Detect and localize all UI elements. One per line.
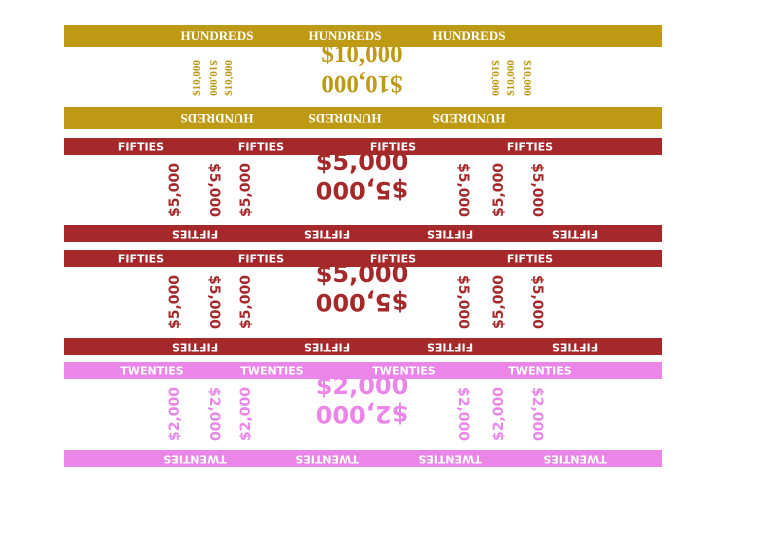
bottom-band: FIFTIES FIFTIES FIFTIES FIFTIES (64, 225, 662, 242)
amount-large: $2,000 (315, 372, 409, 400)
denomination-label-inverted: FIFTIES (171, 340, 219, 353)
denomination-label-inverted: TWENTIES (163, 452, 227, 465)
denomination-label-inverted: FIFTIES (426, 227, 474, 240)
amount-vertical: $5,000 (206, 274, 222, 330)
bottom-band: TWENTIES TWENTIES TWENTIES TWENTIES (64, 450, 662, 467)
top-band: FIFTIES FIFTIES FIFTIES FIFTIES (64, 250, 662, 267)
denomination-label: FIFTIES (117, 252, 165, 265)
denomination-label: FIFTIES (237, 140, 285, 153)
money-band-fifties: FIFTIES FIFTIES FIFTIES FIFTIES FIFTIES FIFTI… (64, 250, 662, 355)
amount-large: $10,000 (321, 70, 403, 97)
amount-vertical: $2,000 (529, 386, 545, 442)
amount-vertical: $5,000 (206, 162, 222, 218)
denomination-label-inverted: HUNDREDS (308, 111, 382, 126)
denomination-label-inverted: FIFTIES (303, 340, 351, 353)
top-band: HUNDREDS HUNDREDS HUNDREDS (64, 25, 662, 47)
denomination-label-inverted: TWENTIES (418, 452, 482, 465)
denomination-label: HUNDREDS (432, 28, 506, 43)
amount-vertical: $5,000 (491, 274, 507, 330)
amount-large: $5,000 (315, 260, 409, 288)
denomination-label-inverted: TWENTIES (295, 452, 359, 465)
amount-vertical: $5,000 (455, 162, 471, 218)
top-band: FIFTIES FIFTIES FIFTIES FIFTIES (64, 138, 662, 155)
money-band-fifties: FIFTIES FIFTIES FIFTIES FIFTIES FIFTIES FIFTI… (64, 138, 662, 242)
denomination-label: HUNDREDS (180, 28, 254, 43)
denomination-label: TWENTIES (372, 364, 436, 377)
denomination-label: FIFTIES (237, 252, 285, 265)
bottom-band: HUNDREDS HUNDREDS HUNDREDS (64, 107, 662, 129)
denomination-label-inverted: HUNDREDS (180, 111, 254, 126)
denomination-label: HUNDREDS (308, 28, 382, 43)
amount-vertical: $5,000 (238, 274, 254, 330)
denomination-label-inverted: FIFTIES (426, 340, 474, 353)
amount-large: $5,000 (315, 148, 409, 176)
denomination-label: FIFTIES (117, 140, 165, 153)
amount-vertical: $2,000 (167, 386, 183, 442)
denomination-label-inverted: HUNDREDS (432, 111, 506, 126)
amount-vertical: $2,000 (206, 386, 222, 442)
amount-large: $5,000 (315, 288, 409, 316)
bottom-band: FIFTIES FIFTIES FIFTIES FIFTIES (64, 338, 662, 355)
amount-large: $2,000 (315, 400, 409, 428)
amount-large: $10,000 (321, 41, 403, 68)
money-band-twenties: TWENTIES TWENTIES TWENTIES TWENTIES TWENTIES… (64, 362, 662, 467)
denomination-label-inverted: FIFTIES (303, 227, 351, 240)
denomination-label-inverted: TWENTIES (543, 452, 607, 465)
denomination-label: FIFTIES (369, 252, 417, 265)
amount-vertical: $2,000 (491, 386, 507, 442)
denomination-label: TWENTIES (240, 364, 304, 377)
denomination-label-inverted: FIFTIES (551, 340, 599, 353)
denomination-label-inverted: FIFTIES (551, 227, 599, 240)
denomination-label: TWENTIES (508, 364, 572, 377)
denomination-label: FIFTIES (506, 140, 554, 153)
denomination-label: TWENTIES (120, 364, 184, 377)
amount-vertical: $10,000 (521, 60, 533, 96)
amount-vertical: $2,000 (238, 386, 254, 442)
money-band-hundreds: HUNDREDS HUNDREDS HUNDREDS HUNDREDS HUNDREDS… (64, 25, 662, 129)
amount-vertical: $5,000 (455, 274, 471, 330)
amount-vertical: $5,000 (529, 274, 545, 330)
amount-vertical: $10,000 (223, 60, 235, 96)
denomination-label-inverted: FIFTIES (171, 227, 219, 240)
amount-vertical: $5,000 (491, 162, 507, 218)
amount-vertical: $10,000 (207, 60, 219, 96)
amount-vertical: $5,000 (167, 162, 183, 218)
amount-vertical: $2,000 (455, 386, 471, 442)
denomination-label: FIFTIES (506, 252, 554, 265)
amount-vertical: $10,000 (191, 60, 203, 96)
amount-vertical: $5,000 (167, 274, 183, 330)
amount-vertical: $10,000 (489, 60, 501, 96)
top-band: TWENTIES TWENTIES TWENTIES TWENTIES (64, 362, 662, 379)
denomination-label: FIFTIES (369, 140, 417, 153)
amount-vertical: $5,000 (238, 162, 254, 218)
amount-vertical: $5,000 (529, 162, 545, 218)
amount-large: $5,000 (315, 176, 409, 204)
amount-vertical: $10,000 (505, 60, 517, 96)
